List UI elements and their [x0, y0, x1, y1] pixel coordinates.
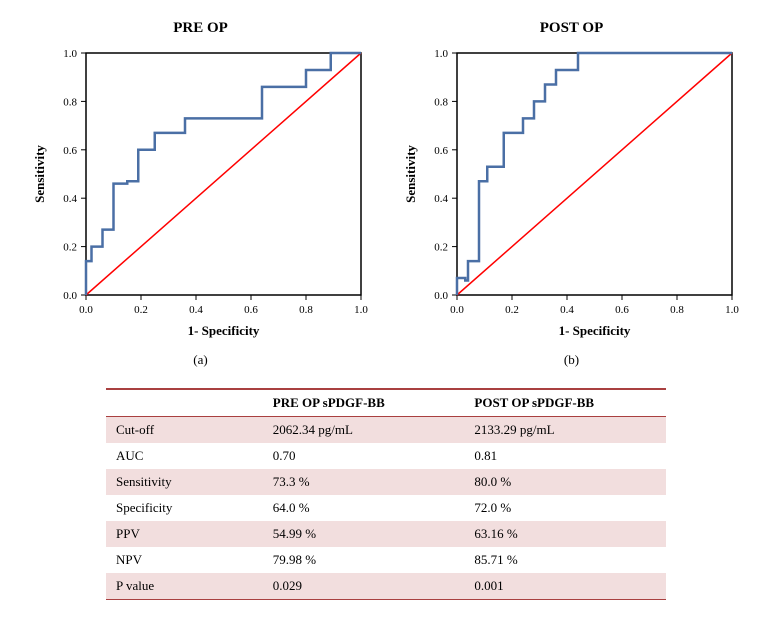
svg-text:1.0: 1.0 — [63, 48, 77, 60]
table-cell: 0.81 — [464, 443, 666, 469]
charts-row: PRE OP 0.0 0.2 0.4 0.6 0.8 1.0 0.0 0.2 0.4 0.6 0.8… — [20, 20, 752, 368]
svg-text:0.4: 0.4 — [63, 193, 77, 205]
table-header-row: PRE OP sPDGF-BB POST OP sPDGF-BB — [106, 389, 666, 417]
svg-text:0.8: 0.8 — [670, 304, 684, 316]
table-cell: P value — [106, 573, 263, 600]
svg-text:0.0: 0.0 — [79, 304, 93, 316]
table-cell: AUC — [106, 443, 263, 469]
svg-text:0.0: 0.0 — [450, 304, 464, 316]
svg-text:0.2: 0.2 — [505, 304, 519, 316]
table-cell: 2133.29 pg/mL — [464, 417, 666, 444]
table-cell: 54.99 % — [263, 521, 465, 547]
table-cell: 2062.34 pg/mL — [263, 417, 465, 444]
svg-text:0.6: 0.6 — [434, 145, 448, 157]
table-cell: 72.0 % — [464, 495, 666, 521]
svg-text:0.6: 0.6 — [244, 304, 258, 316]
svg-text:1.0: 1.0 — [725, 304, 739, 316]
stats-table-wrap: PRE OP sPDGF-BB POST OP sPDGF-BB Cut-off… — [106, 388, 666, 600]
table-row: PPV54.99 %63.16 % — [106, 521, 666, 547]
table-cell: NPV — [106, 547, 263, 573]
table-cell: Specificity — [106, 495, 263, 521]
svg-text:0.4: 0.4 — [434, 193, 448, 205]
table-cell: Sensitivity — [106, 469, 263, 495]
table-cell: 73.3 % — [263, 469, 465, 495]
table-cell: 0.001 — [464, 573, 666, 600]
table-body: Cut-off2062.34 pg/mL2133.29 pg/mLAUC0.70… — [106, 417, 666, 600]
svg-text:0.4: 0.4 — [189, 304, 203, 316]
table-row: Cut-off2062.34 pg/mL2133.29 pg/mL — [106, 417, 666, 444]
table-cell: 64.0 % — [263, 495, 465, 521]
svg-text:1.0: 1.0 — [434, 48, 448, 60]
table-cell: 85.71 % — [464, 547, 666, 573]
stats-table: PRE OP sPDGF-BB POST OP sPDGF-BB Cut-off… — [106, 388, 666, 600]
chart-sublabel-a: (a) — [20, 352, 381, 368]
table-cell: 0.70 — [263, 443, 465, 469]
svg-text:0.2: 0.2 — [134, 304, 148, 316]
svg-text:0.0: 0.0 — [434, 290, 448, 302]
table-row: NPV79.98 %85.71 % — [106, 547, 666, 573]
chart-panel-b: POST OP 0.00.20.40.60.81.00.00.20.40.60.… — [391, 20, 752, 368]
svg-text:0.8: 0.8 — [63, 96, 77, 108]
table-row: Sensitivity73.3 %80.0 % — [106, 469, 666, 495]
table-header-1: PRE OP sPDGF-BB — [263, 389, 465, 417]
roc-chart-a: 0.0 0.2 0.4 0.6 0.8 1.0 0.0 0.2 0.4 0.6 0.8 1.0 1- S… — [26, 43, 376, 343]
svg-text:1- Specificity: 1- Specificity — [187, 323, 259, 338]
chart-sublabel-b: (b) — [391, 352, 752, 368]
table-row: AUC0.700.81 — [106, 443, 666, 469]
chart-title-a: PRE OP — [20, 20, 381, 37]
chart-title-b: POST OP — [391, 20, 752, 37]
svg-text:0.0: 0.0 — [63, 290, 77, 302]
svg-text:Sensitivity: Sensitivity — [403, 145, 418, 203]
table-cell: PPV — [106, 521, 263, 547]
svg-text:0.8: 0.8 — [299, 304, 313, 316]
svg-text:0.8: 0.8 — [434, 96, 448, 108]
roc-chart-b: 0.0 0.2 0.4 0.6 0.8 1.0 0.0 0.2 0.4 0.6 0.8 1.0 1- S… — [397, 43, 747, 343]
chart-panel-a: PRE OP 0.0 0.2 0.4 0.6 0.8 1.0 0.0 0.2 0.4 0.6 0.8… — [20, 20, 381, 368]
svg-text:0.2: 0.2 — [434, 242, 448, 254]
table-row: Specificity64.0 %72.0 % — [106, 495, 666, 521]
table-header-2: POST OP sPDGF-BB — [464, 389, 666, 417]
table-cell: 79.98 % — [263, 547, 465, 573]
table-row: P value0.0290.001 — [106, 573, 666, 600]
table-cell: 80.0 % — [464, 469, 666, 495]
svg-text:0.6: 0.6 — [615, 304, 629, 316]
svg-text:0.4: 0.4 — [560, 304, 574, 316]
table-cell: Cut-off — [106, 417, 263, 444]
table-cell: 0.029 — [263, 573, 465, 600]
svg-text:Sensitivity: Sensitivity — [32, 145, 47, 203]
table-cell: 63.16 % — [464, 521, 666, 547]
svg-text:0.2: 0.2 — [63, 242, 77, 254]
svg-text:1.0: 1.0 — [354, 304, 368, 316]
table-header-0 — [106, 389, 263, 417]
svg-text:0.6: 0.6 — [63, 145, 77, 157]
svg-text:1- Specificity: 1- Specificity — [558, 323, 630, 338]
